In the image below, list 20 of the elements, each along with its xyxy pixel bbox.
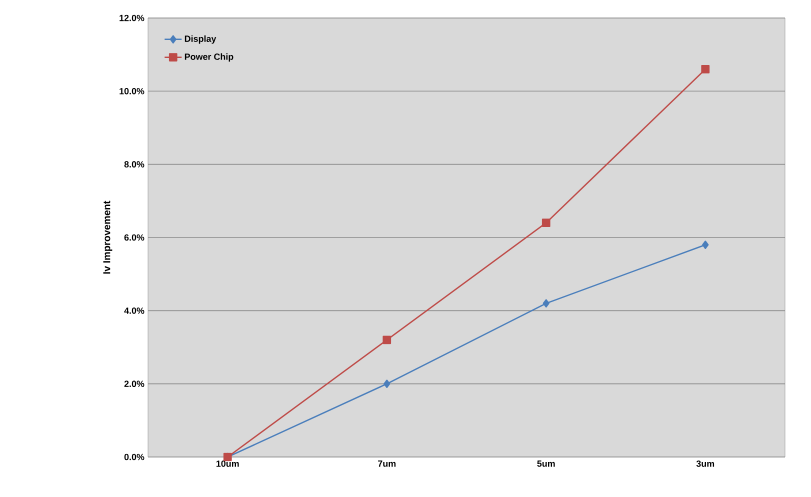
x-tick-label: 7um [378,460,396,467]
legend-label: Power Chip [184,53,234,62]
x-tick-label: 10um [216,460,239,467]
y-tick-label: 8.0% [124,161,144,168]
point [542,299,550,308]
y-tick-label: 4.0% [124,307,144,314]
y-tick-label: 10.0% [120,88,144,94]
y-tick-label: 2.0% [124,380,144,388]
y-axis-title: Iv Improvement [103,200,112,274]
y-tick-label: 12.0% [120,14,144,22]
point [382,336,392,344]
y-tick-label: 6.0% [124,234,144,241]
point [701,65,710,74]
point [384,380,390,388]
x-tick-label: 5um [537,460,555,467]
legend-label: Display [184,35,216,44]
x-tick-label: 3um [696,460,714,467]
point [702,240,709,249]
y-tick-label: 0.0% [124,454,144,460]
point [542,218,550,228]
